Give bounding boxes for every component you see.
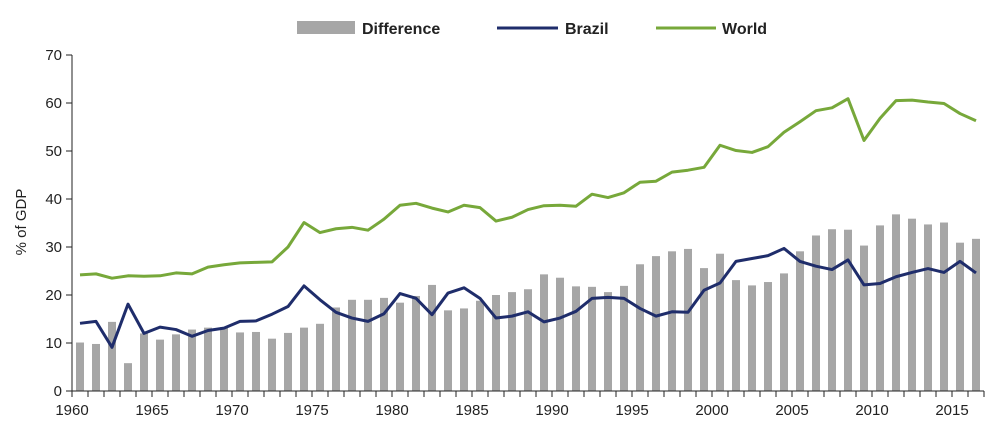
bar-difference-2012	[908, 218, 916, 391]
legend-swatch-difference	[297, 21, 355, 34]
bar-difference-2002	[748, 285, 756, 391]
bar-difference-1968	[204, 327, 212, 391]
bar-difference-1973	[284, 332, 292, 391]
y-tick-label-10: 10	[45, 335, 62, 352]
bar-difference-2011	[892, 214, 900, 391]
bar-difference-2009	[860, 245, 868, 391]
y-tick-label-30: 30	[45, 239, 62, 256]
legend-label-world: World	[722, 21, 767, 38]
x-tick-label-1970: 1970	[215, 402, 248, 419]
x-tick-label-1990: 1990	[535, 402, 568, 419]
y-tick-label-60: 60	[45, 95, 62, 112]
bar-difference-1988	[524, 289, 532, 391]
y-axis: 0 10 20 30 40 50 60 70	[45, 47, 73, 400]
bar-difference-1963	[124, 363, 132, 391]
bar-difference-2006	[812, 235, 820, 391]
y-tick-label-70: 70	[45, 47, 62, 64]
bar-difference-1993	[604, 292, 612, 391]
bar-difference-1998	[684, 248, 692, 391]
bar-difference-1966	[172, 334, 180, 391]
bar-difference-1965	[156, 339, 164, 391]
y-tick-label-0: 0	[54, 383, 62, 400]
bar-difference-2008	[844, 229, 852, 391]
bar-difference-1975	[316, 323, 324, 391]
x-tick-label-2005: 2005	[775, 402, 808, 419]
x-tick-label-1960: 1960	[55, 402, 88, 419]
bar-difference-1961	[92, 343, 100, 391]
bar-difference-1989	[540, 274, 548, 391]
bar-difference-2004	[780, 273, 788, 391]
line-brazil	[79, 246, 977, 349]
bar-difference-1972	[268, 338, 276, 391]
bar-difference-1974	[300, 327, 308, 391]
bar-difference-1970	[236, 332, 244, 391]
bar-difference-1982	[428, 284, 436, 391]
x-tick-label-1995: 1995	[615, 402, 648, 419]
bar-difference-2000	[716, 253, 724, 391]
bar-difference-1980	[396, 302, 404, 391]
bar-difference-2007	[828, 229, 836, 391]
x-tick-label-1975: 1975	[295, 402, 328, 419]
legend: Difference Brazil World	[297, 21, 767, 38]
bar-difference-1967	[188, 329, 196, 391]
bar-difference-1976	[332, 307, 340, 391]
y-tick-label-20: 20	[45, 287, 62, 304]
y-tick-label-40: 40	[45, 191, 62, 208]
bar-difference-2001	[732, 280, 740, 391]
bar-difference-1994	[620, 285, 628, 391]
bar-difference-1962	[108, 321, 116, 391]
bar-difference-2013	[924, 224, 932, 391]
x-axis: 1960 1965 1970 1975 1980 1985 1990 1995 2000 2005…	[55, 390, 985, 419]
legend-label-brazil: Brazil	[565, 21, 609, 38]
bar-difference-2005	[796, 251, 804, 391]
bar-difference-2014	[940, 222, 948, 391]
bar-difference-1986	[492, 295, 500, 391]
bar-difference-1984	[460, 308, 468, 391]
bar-difference-2016	[972, 238, 980, 391]
bar-difference-1978	[364, 299, 372, 391]
x-tick-label-2015: 2015	[935, 402, 968, 419]
bar-difference-1995	[636, 264, 644, 391]
bar-difference-1983	[444, 310, 452, 391]
bar-difference-1997	[668, 251, 676, 391]
x-tick-label-1985: 1985	[455, 402, 488, 419]
legend-label-difference: Difference	[362, 21, 440, 38]
bar-difference-2015	[956, 242, 964, 391]
bar-difference-1987	[508, 292, 516, 391]
bar-difference-1971	[252, 331, 260, 391]
bar-difference-1981	[412, 295, 420, 391]
line-world	[79, 97, 977, 280]
x-tick-label-2010: 2010	[855, 402, 888, 419]
bar-difference-1979	[380, 297, 388, 391]
bar-difference-1985	[476, 300, 484, 391]
bar-difference-1996	[652, 256, 660, 391]
bar-series-difference	[76, 214, 980, 391]
y-tick-label-50: 50	[45, 143, 62, 160]
bar-difference-1977	[348, 299, 356, 391]
bar-difference-1991	[572, 286, 580, 391]
x-tick-label-1980: 1980	[375, 402, 408, 419]
bar-difference-1960	[76, 342, 84, 391]
x-tick-label-2000: 2000	[695, 402, 728, 419]
x-tick-label-1965: 1965	[135, 402, 168, 419]
bar-difference-1964	[140, 333, 148, 391]
line-series	[79, 97, 977, 349]
bar-difference-1969	[220, 327, 228, 391]
bar-difference-1990	[556, 277, 564, 391]
bar-difference-2010	[876, 225, 884, 391]
bar-difference-1999	[700, 268, 708, 391]
bar-difference-1992	[588, 286, 596, 391]
y-axis-title: % of GDP	[13, 189, 30, 256]
bar-difference-2003	[764, 282, 772, 391]
